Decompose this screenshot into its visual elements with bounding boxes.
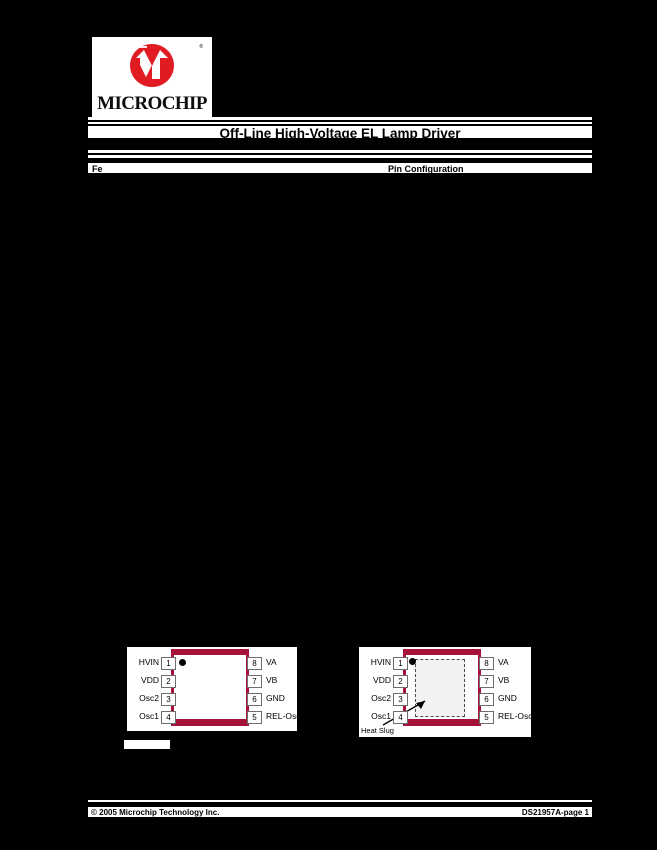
- footer-copyright: © 2005 Microchip Technology Inc.: [91, 808, 220, 817]
- pin-number-2: 2: [161, 675, 176, 688]
- pin-label-vb: VB: [498, 675, 510, 685]
- pin-label-vdd: VDD: [141, 675, 159, 685]
- pin-number-6: 6: [479, 693, 494, 706]
- pin-number-7: 7: [247, 675, 262, 688]
- pin-label-osc2: Osc2: [371, 693, 391, 703]
- pin-label-vdd: VDD: [373, 675, 391, 685]
- pin-number-5: 5: [479, 711, 494, 724]
- pin-label-osc2: Osc2: [139, 693, 159, 703]
- page-title: Off-Line High-Voltage EL Lamp Driver: [219, 126, 461, 138]
- pin-number-5: 5: [247, 711, 262, 724]
- pin-label-gnd: GND: [266, 693, 285, 703]
- header-rule-divider-2: [88, 124, 592, 126]
- pin-label-hvin: HVIN: [370, 657, 391, 667]
- pin-number-7: 7: [479, 675, 494, 688]
- pin-number-4: 4: [393, 711, 408, 724]
- header-rule-mid: [88, 150, 592, 153]
- datasheet-link[interactable]: [124, 740, 170, 749]
- header-rule-top: [88, 117, 592, 120]
- package-top-cap: [171, 649, 249, 654]
- microchip-logo: ® MICROCHIP: [92, 37, 212, 118]
- pin-number-2: 2: [393, 675, 408, 688]
- pin-label-va: VA: [266, 657, 277, 667]
- pin-1-dot-icon: [409, 658, 416, 665]
- pin-1-dot-icon: [179, 659, 186, 666]
- pin-number-3: 3: [161, 693, 176, 706]
- title-strip: Off-Line High-Voltage EL Lamp Driver: [88, 126, 592, 138]
- footer-rule-divider: [88, 802, 592, 805]
- heat-slug-outline: [415, 659, 465, 717]
- package-bottom-cap: [403, 720, 481, 726]
- package-top-cap: [403, 649, 481, 654]
- header-rule-divider-1: [88, 120, 592, 122]
- features-heading: Fe: [92, 164, 103, 174]
- package-bottom-cap: [171, 720, 249, 726]
- pin-label-rel-osc: REL-Osc: [266, 711, 301, 721]
- header-rule-divider-4: [88, 158, 592, 161]
- package-diagram-soic: HVIN 1 VDD 2 Osc2 3 Osc1 4 8 VA 7 VB 6 G…: [126, 646, 301, 732]
- registered-trademark-icon: ®: [199, 44, 203, 50]
- header-rule-gap-2: [88, 155, 592, 158]
- pin-label-vb: VB: [266, 675, 278, 685]
- pin-label-va: VA: [498, 657, 509, 667]
- pin-number-3: 3: [393, 693, 408, 706]
- microchip-wordmark: MICROCHIP: [97, 93, 207, 114]
- header-rule-divider-3: [88, 153, 592, 155]
- pin-number-6: 6: [247, 693, 262, 706]
- package-diagram-dfn: Heat Slug HVIN 1 VDD 2 Osc2 3 Osc1 4 8 V…: [358, 646, 532, 738]
- pin-number-1: 1: [161, 657, 176, 670]
- pin-number-8: 8: [247, 657, 262, 670]
- pin-label-gnd: GND: [498, 693, 517, 703]
- pin-number-1: 1: [393, 657, 408, 670]
- pin-number-4: 4: [161, 711, 176, 724]
- pin-number-8: 8: [479, 657, 494, 670]
- heat-slug-label: Heat Slug: [361, 726, 394, 735]
- pin-label-rel-osc: REL-Osc: [498, 711, 533, 721]
- footer-rule-top: [88, 800, 592, 802]
- pin-configuration-heading: Pin Configuration: [388, 164, 464, 174]
- header-rule-gap-1: [88, 122, 592, 124]
- footer-document-id: DS21957A-page 1: [521, 808, 589, 817]
- pin-label-osc1: Osc1: [371, 711, 391, 721]
- section-header-strip: Fe Pin Configuration: [88, 163, 592, 173]
- pin-label-osc1: Osc1: [139, 711, 159, 721]
- microchip-logo-mark: [130, 44, 174, 87]
- footer-strip: © 2005 Microchip Technology Inc. DS21957…: [88, 807, 592, 817]
- pin-label-hvin: HVIN: [138, 657, 159, 667]
